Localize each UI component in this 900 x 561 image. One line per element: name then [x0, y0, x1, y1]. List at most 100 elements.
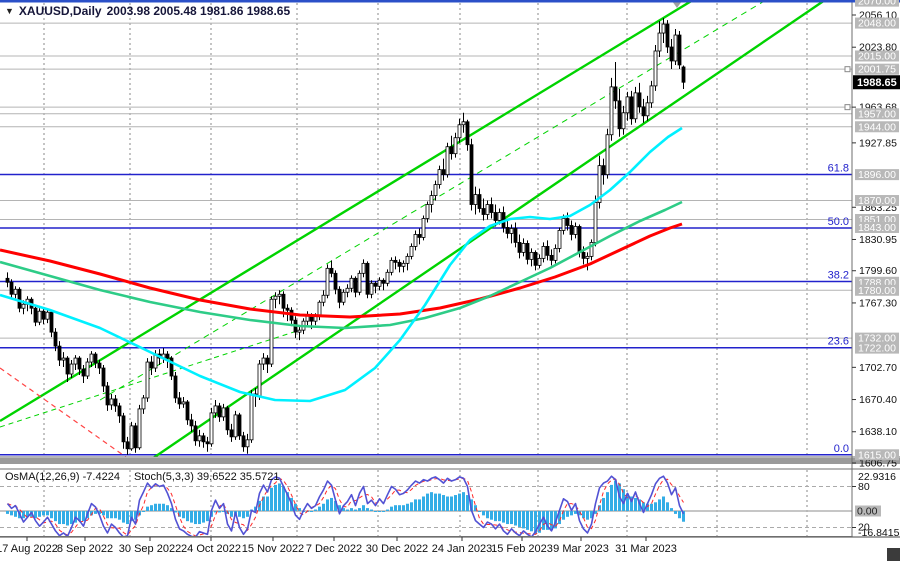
price-level-label-box: [855, 17, 899, 29]
line-handle[interactable]: [844, 104, 851, 111]
symbol-dropdown-icon[interactable]: ▼: [5, 6, 14, 16]
price-level-label-box: [855, 169, 899, 181]
object-anchor-triangle-icon: [672, 1, 682, 8]
chart-title: ▼ XAUUSD,Daily 2003.98 2005.48 1981.86 1…: [5, 4, 290, 18]
candle-body: [61, 357, 66, 361]
date-tick-label: 15 Nov 2022: [242, 543, 304, 555]
osma-histogram-bar: [462, 492, 465, 511]
osma-histogram-bar: [342, 508, 345, 511]
candle-body: [437, 169, 442, 185]
candle-body: [449, 146, 454, 155]
candle-body: [181, 401, 186, 405]
osma-histogram-bar: [158, 503, 161, 511]
candle-body: [193, 425, 198, 442]
line-handle[interactable]: [844, 66, 851, 73]
pane-divider-bar[interactable]: [0, 458, 900, 464]
candle-body: [665, 23, 670, 48]
price-tick-label: 1830.95: [859, 234, 897, 246]
price-level-label-box: [855, 284, 899, 296]
osma-histogram-bar: [542, 511, 545, 530]
date-tick-label: 15 Feb 2023: [491, 543, 553, 555]
candle-body: [465, 121, 470, 146]
osma-histogram-bar: [510, 511, 513, 525]
osma-histogram-bar: [354, 509, 357, 511]
candle-body: [165, 353, 170, 359]
candle-body: [645, 102, 650, 117]
candle-body: [273, 295, 278, 300]
osma-histogram-bar: [34, 511, 37, 519]
candle-body: [233, 414, 238, 438]
osma-histogram-bar: [50, 511, 53, 519]
candle-body: [625, 96, 630, 114]
candle-body: [609, 86, 614, 136]
osma-label: OsMA(12,26,9) -7.4224: [5, 471, 120, 483]
candle-body: [525, 243, 530, 260]
osma-histogram-bar: [586, 511, 589, 520]
osma-histogram-bar: [294, 503, 297, 511]
candle-body: [33, 307, 38, 323]
osma-histogram-bar: [146, 506, 149, 511]
descending-red-dashed-trendline[interactable]: [0, 367, 140, 467]
osma-histogram-bar: [198, 511, 201, 525]
osma-histogram-bar: [478, 511, 481, 512]
osma-histogram-bar: [38, 511, 41, 517]
date-tick-label: 17 Aug 2022: [0, 543, 58, 555]
candle-body: [137, 408, 142, 449]
osma-histogram-bar: [298, 508, 301, 511]
candle-body: [641, 106, 646, 117]
price-level-label-box: [855, 221, 899, 233]
price-tick-label: 1638.10: [859, 426, 897, 438]
aux-green-dashed-line[interactable]: [0, 329, 301, 428]
osma-histogram-bar: [10, 511, 13, 516]
osma-histogram-bar: [598, 505, 601, 511]
osma-histogram-bar: [190, 511, 193, 523]
fibonacci-percent-label: 38.2: [828, 269, 849, 281]
candles-group: [5, 18, 686, 455]
osma-histogram-bar: [202, 511, 205, 523]
osma-histogram-bar: [270, 487, 273, 511]
candle-body: [477, 194, 482, 209]
osma-histogram-bar: [134, 511, 137, 520]
candle-body: [149, 361, 154, 369]
osma-histogram-bar: [390, 506, 393, 511]
channel-upper-trendline[interactable]: [0, 0, 693, 423]
candle-body: [125, 441, 130, 450]
candle-body: [681, 66, 686, 83]
osma-histogram-bar: [278, 483, 281, 511]
osma-histogram-bar: [382, 511, 385, 512]
osma-histogram-bar: [174, 511, 177, 513]
price-level-label: 1870.00: [858, 195, 896, 207]
osma-histogram-bar: [414, 499, 417, 511]
osma-histogram-bar: [62, 511, 65, 525]
candle-body: [353, 277, 358, 293]
osma-zero-label-box: [855, 505, 881, 517]
osma-histogram-bar: [338, 505, 341, 511]
candle-body: [629, 96, 634, 120]
price-level-label-box: [855, 108, 899, 120]
candle-body: [509, 228, 514, 234]
osma-histogram-bar: [682, 511, 685, 522]
candle-body: [281, 293, 286, 309]
candle-body: [73, 357, 78, 365]
resize-grip[interactable]: [887, 548, 900, 561]
price-level-label-box: [855, 121, 899, 133]
candle-body: [397, 261, 402, 267]
candle-body: [457, 124, 462, 139]
candle-body: [85, 361, 90, 377]
candle-body: [573, 226, 578, 235]
osma-histogram-bar: [14, 511, 17, 517]
candle-body: [637, 92, 642, 108]
price-level-label: 2070.00: [858, 0, 896, 8]
candle-body: [513, 228, 518, 243]
date-tick-label: 24 Oct 2022: [181, 543, 241, 555]
osma-histogram-bar: [602, 497, 605, 511]
price-level-label: 2048.00: [858, 18, 896, 30]
candle-body: [541, 246, 546, 259]
candle-body: [297, 329, 302, 333]
osma-histogram-bar: [378, 511, 381, 512]
channel-lower-trendline[interactable]: [140, 0, 825, 467]
osma-histogram-bar: [274, 484, 277, 511]
candle-body: [549, 254, 554, 261]
candle-body: [433, 184, 438, 196]
